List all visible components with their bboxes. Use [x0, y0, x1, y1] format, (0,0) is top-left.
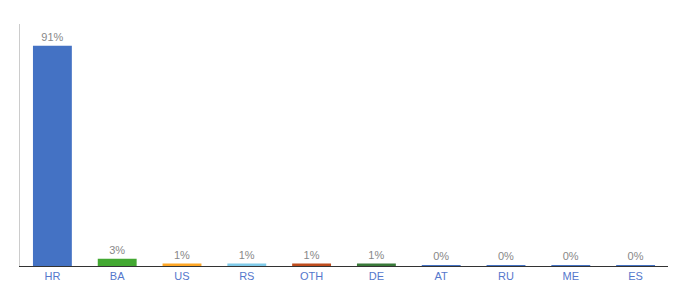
svg-text:RU: RU: [498, 270, 514, 282]
svg-text:0%: 0%: [433, 250, 449, 262]
svg-text:1%: 1%: [304, 249, 320, 261]
svg-text:OTH: OTH: [300, 270, 323, 282]
svg-text:1%: 1%: [174, 249, 190, 261]
svg-text:HR: HR: [44, 270, 60, 282]
svg-text:RS: RS: [239, 270, 254, 282]
svg-text:3%: 3%: [109, 244, 125, 256]
svg-text:1%: 1%: [368, 249, 384, 261]
svg-text:ES: ES: [628, 270, 643, 282]
svg-text:1%: 1%: [239, 249, 255, 261]
svg-text:BA: BA: [110, 270, 125, 282]
svg-text:US: US: [174, 270, 189, 282]
svg-text:0%: 0%: [498, 250, 514, 262]
svg-text:0%: 0%: [628, 250, 644, 262]
svg-text:0%: 0%: [563, 250, 579, 262]
svg-text:91%: 91%: [41, 31, 63, 43]
svg-text:ME: ME: [563, 270, 580, 282]
svg-text:DE: DE: [369, 270, 384, 282]
svg-text:AT: AT: [435, 270, 449, 282]
